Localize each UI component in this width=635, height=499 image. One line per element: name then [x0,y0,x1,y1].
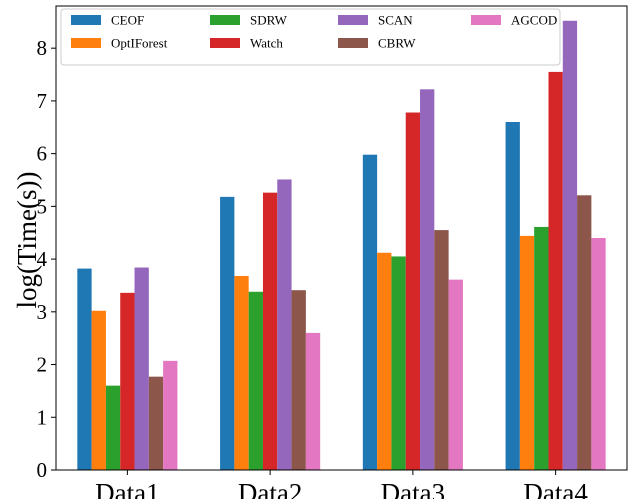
y-tick-label: 7 [37,89,48,113]
legend: CEOF OptIForest SDRW Watch SCAN CBRW AGCOD [60,8,561,66]
legend-swatch-watch [210,38,240,48]
x-tick-label: Data4 [523,478,588,499]
legend-swatch-agcod [471,15,501,25]
y-tick-label: 3 [37,300,48,324]
y-tick-label: 1 [37,405,48,429]
bar-cbrw-data1 [148,376,164,470]
bar-optiforest-data4 [519,235,535,470]
legend-label-sdrw: SDRW [250,13,288,28]
bar-optiforest-data3 [377,252,392,470]
bar-agcod-data3 [448,279,463,470]
axes: 0 1 2 3 4 5 6 7 8 Data1 Data2 Data3 Data4 [37,5,628,499]
bar-scan-data4 [562,20,578,470]
legend-box [60,8,561,66]
legend-label-cbrw: CBRW [378,36,416,51]
legend-swatch-optiforest [71,38,101,48]
bar-scan-data3 [420,89,435,471]
y-tick-label: 5 [37,194,48,218]
y-tick-label: 4 [37,247,48,271]
bar-cbrw-data4 [577,195,592,471]
bar-cbrw-data2 [291,290,306,470]
legend-label-optiforest: OptIForest [111,36,168,51]
bar-agcod-data1 [163,360,178,470]
bar-sdrw-data4 [534,226,549,470]
legend-label-agcod: AGCOD [511,13,557,28]
x-tick-label: Data1 [95,478,159,499]
y-tick-label: 0 [37,458,48,482]
bar-sdrw-data2 [248,291,263,470]
bar-watch-data1 [120,292,135,470]
bar-sdrw-data1 [105,385,121,470]
bar-optiforest-data2 [234,275,249,470]
plot-frame [55,5,628,471]
bar-sdrw-data3 [391,256,406,470]
bar-optiforest-data1 [91,310,106,470]
legend-swatch-ceof [71,15,101,25]
bar-agcod-data4 [591,238,606,470]
bar-watch-data3 [405,112,421,470]
bar-ceof-data2 [220,196,235,470]
bar-scan-data1 [134,267,149,470]
x-tick-label: Data3 [381,478,445,499]
y-tick-label: 6 [37,142,48,166]
legend-label-ceof: CEOF [111,13,144,28]
legend-swatch-cbrw [338,38,368,48]
bar-agcod-data2 [305,332,321,470]
legend-label-watch: Watch [250,36,283,51]
bar-ceof-data1 [77,268,92,470]
bar-ceof-data3 [362,154,378,470]
bar-watch-data2 [262,192,278,470]
x-tick-label: Data2 [238,478,302,499]
bar-ceof-data4 [505,122,520,470]
bar-cbrw-data3 [434,230,449,470]
bar-watch-data4 [548,71,563,470]
legend-swatch-sdrw [210,15,240,25]
bars [77,20,606,471]
bar-scan-data2 [277,179,292,471]
y-axis-label: log(Time(s)) [12,171,42,308]
y-tick-label: 2 [37,353,48,377]
y-tick-label: 8 [37,36,48,60]
legend-swatch-scan [338,15,368,25]
legend-label-scan: SCAN [378,13,413,28]
